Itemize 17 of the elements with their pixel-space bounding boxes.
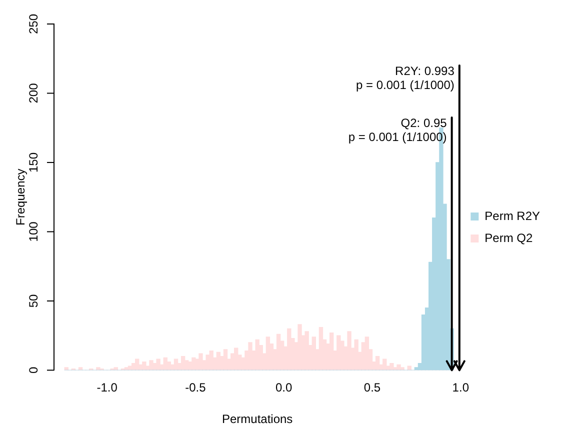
y-tick-label: 50 bbox=[26, 294, 40, 308]
y-tick-label: 100 bbox=[26, 221, 40, 242]
x-tick-label: -1.0 bbox=[96, 380, 118, 395]
y-tick-label: 150 bbox=[26, 152, 40, 172]
y-tick-label: 200 bbox=[26, 82, 40, 104]
y-tick-label: 0 bbox=[26, 366, 40, 374]
x-tick-label: 1.0 bbox=[452, 380, 470, 395]
y-axis-title: Frequency bbox=[14, 168, 28, 226]
y-tick-label: 250 bbox=[26, 14, 40, 34]
ref-line-label: R2Y: 0.993 p = 0.001 (1/1000) bbox=[356, 64, 455, 92]
x-tick-label: -0.5 bbox=[185, 380, 206, 395]
legend-label: Perm Q2 bbox=[484, 230, 533, 245]
x-tick-label: 0.0 bbox=[276, 380, 293, 395]
legend-label: Perm R2Y bbox=[484, 208, 540, 223]
x-axis-title: Permutations bbox=[222, 412, 293, 426]
x-tick-label: 0.5 bbox=[364, 380, 381, 395]
ref-line-label: Q2: 0.95 p = 0.001 (1/1000) bbox=[348, 116, 448, 144]
